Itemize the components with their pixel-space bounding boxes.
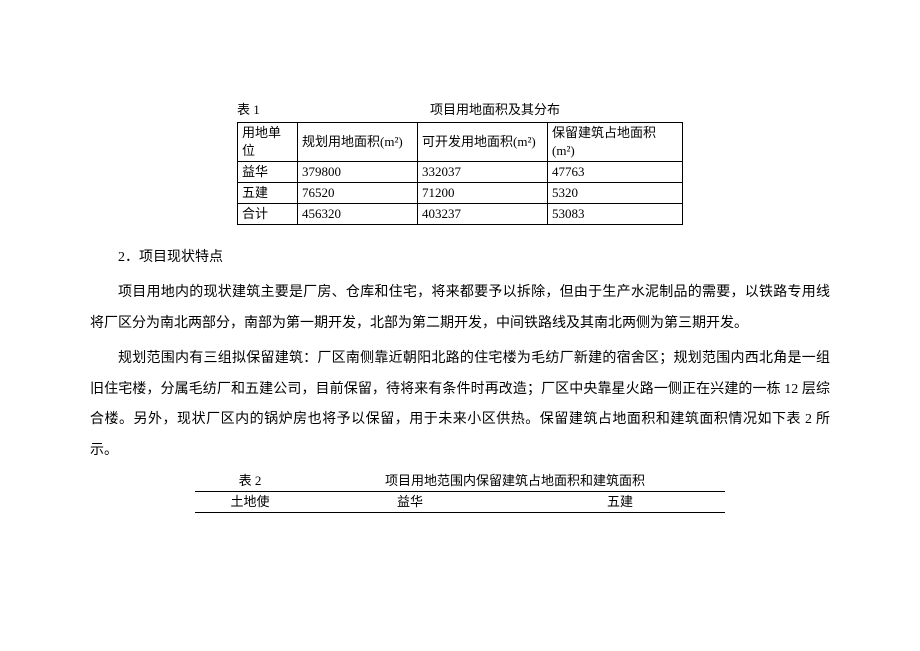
table2-wrapper: 表 2 项目用地范围内保留建筑占地面积和建筑面积 土地使 益华 五建	[195, 471, 725, 513]
table2-title-row: 表 2 项目用地范围内保留建筑占地面积和建筑面积	[195, 471, 725, 491]
table1-cell: 益华	[238, 161, 298, 182]
table1-cell: 71200	[418, 183, 548, 204]
table2-container: 表 2 项目用地范围内保留建筑占地面积和建筑面积 土地使 益华 五建	[90, 471, 830, 513]
table2-col-0: 土地使	[195, 491, 305, 512]
table1-label: 表 1	[237, 100, 307, 120]
table1-cell: 五建	[238, 183, 298, 204]
table2-header-row: 土地使 益华 五建	[195, 491, 725, 512]
table2-col-1: 益华	[305, 491, 515, 512]
table1-col-2: 可开发用地面积(m²)	[418, 122, 548, 161]
table1-container: 表 1 项目用地面积及其分布 用地单位 规划用地面积(m²) 可开发用地面积(m…	[90, 100, 830, 225]
paragraph-2: 规划范围内有三组拟保留建筑：厂区南侧靠近朝阳北路的住宅楼为毛纺厂新建的宿舍区；规…	[90, 344, 830, 467]
table-row: 五建 76520 71200 5320	[238, 183, 683, 204]
table2: 土地使 益华 五建	[195, 491, 725, 513]
table1-wrapper: 表 1 项目用地面积及其分布 用地单位 规划用地面积(m²) 可开发用地面积(m…	[237, 100, 683, 225]
table1-title-row: 表 1 项目用地面积及其分布	[237, 100, 683, 122]
table1-col-1: 规划用地面积(m²)	[298, 122, 418, 161]
table1-cell: 456320	[298, 204, 418, 225]
paragraph-1: 项目用地内的现状建筑主要是厂房、仓库和住宅，将来都要予以拆除，但由于生产水泥制品…	[90, 278, 830, 340]
table1-col-0: 用地单位	[238, 122, 298, 161]
table1-header-row: 用地单位 规划用地面积(m²) 可开发用地面积(m²) 保留建筑占地面积(m²)	[238, 122, 683, 161]
table1: 用地单位 规划用地面积(m²) 可开发用地面积(m²) 保留建筑占地面积(m²)…	[237, 122, 683, 226]
table1-cell: 47763	[548, 161, 683, 182]
table1-cell: 76520	[298, 183, 418, 204]
table1-cell: 332037	[418, 161, 548, 182]
table2-caption: 项目用地范围内保留建筑占地面积和建筑面积	[305, 471, 725, 491]
table1-col-3: 保留建筑占地面积(m²)	[548, 122, 683, 161]
table-row: 益华 379800 332037 47763	[238, 161, 683, 182]
table2-label: 表 2	[195, 471, 305, 491]
table-row: 合计 456320 403237 53083	[238, 204, 683, 225]
table2-col-2: 五建	[515, 491, 725, 512]
table1-cell: 379800	[298, 161, 418, 182]
table1-caption: 项目用地面积及其分布	[307, 100, 683, 120]
table1-cell: 5320	[548, 183, 683, 204]
section-heading: 2．项目现状特点	[90, 243, 830, 274]
table1-cell: 合计	[238, 204, 298, 225]
table1-cell: 53083	[548, 204, 683, 225]
table1-cell: 403237	[418, 204, 548, 225]
